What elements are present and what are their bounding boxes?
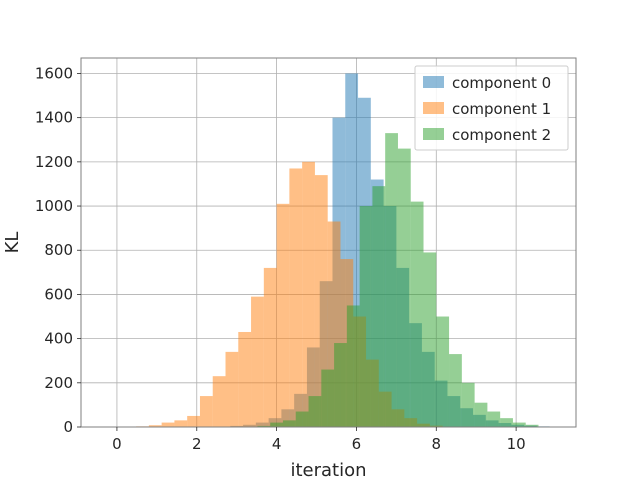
histogram-bar [174,420,188,427]
legend-label: component 0 [452,74,551,92]
histogram-bar [251,296,264,427]
histogram-bar [461,382,475,427]
plot-frame [80,57,577,428]
histogram-bar [372,186,386,427]
x-tick-label: 8 [432,435,442,453]
histogram-bar [346,305,360,427]
legend: component 0 component 1 component 2 [414,65,569,151]
y-tick-label: 800 [44,241,73,259]
histogram-bar [436,316,450,427]
histogram-bar [257,425,271,427]
histogram-bar [161,422,175,427]
legend-swatch [423,76,444,88]
histogram-bar [512,422,526,427]
y-tick-label: 400 [44,330,73,348]
histogram-bar [212,376,226,427]
y-axis-label: KL [2,232,23,254]
x-axis-label: iteration [290,460,366,480]
legend-swatch [423,128,444,140]
x-tick-label: 4 [272,435,282,453]
legend-label: component 1 [452,100,551,118]
x-tick-label: 10 [507,435,526,453]
histogram-bar [500,418,513,427]
histogram-bar [487,411,501,427]
x-tick-label: 6 [352,435,362,453]
histogram-bar [263,267,277,427]
histogram-bar [302,161,315,428]
histogram-bar [397,148,411,427]
series-2-bars [257,133,539,428]
y-tick-label: 1400 [35,109,73,127]
histogram-bar [525,424,539,427]
histogram-bar [308,396,322,427]
histogram-bars [136,73,563,428]
x-tick-label: 2 [192,435,202,453]
histogram-bar [423,252,437,427]
legend-swatch [423,102,444,114]
x-tick-label: 0 [112,435,122,453]
histogram-bar [270,422,283,427]
histogram-bar [359,206,373,427]
histogram-bar [474,402,488,427]
y-tick-label: 1600 [35,64,73,82]
y-tick-label: 1000 [35,197,73,215]
histogram-bar [385,133,398,428]
histogram-bar [238,331,252,427]
histogram-bar [289,168,303,427]
legend-label: component 2 [452,126,551,144]
histogram-bar [148,425,162,427]
histogram-bar [276,203,290,427]
x-axis-ticks: 0 2 4 6 8 10 [112,427,526,453]
histogram-bar [282,420,296,427]
histogram-bar [449,354,462,427]
histogram-bar [321,369,335,427]
y-axis-ticks: 0 200 400 600 800 1000 1200 1400 1600 [35,64,81,436]
histogram-bar [334,343,347,427]
y-tick-label: 600 [44,285,73,303]
histogram-bar [199,396,213,427]
histogram-bar [187,415,200,427]
histogram-bar [225,351,239,427]
histogram-bar [314,175,328,427]
histogram-bar [295,411,309,427]
y-tick-label: 0 [63,418,73,436]
y-tick-label: 200 [44,374,73,392]
histogram-bar [410,201,424,427]
legend-box [414,65,569,151]
y-tick-label: 1200 [35,153,73,171]
